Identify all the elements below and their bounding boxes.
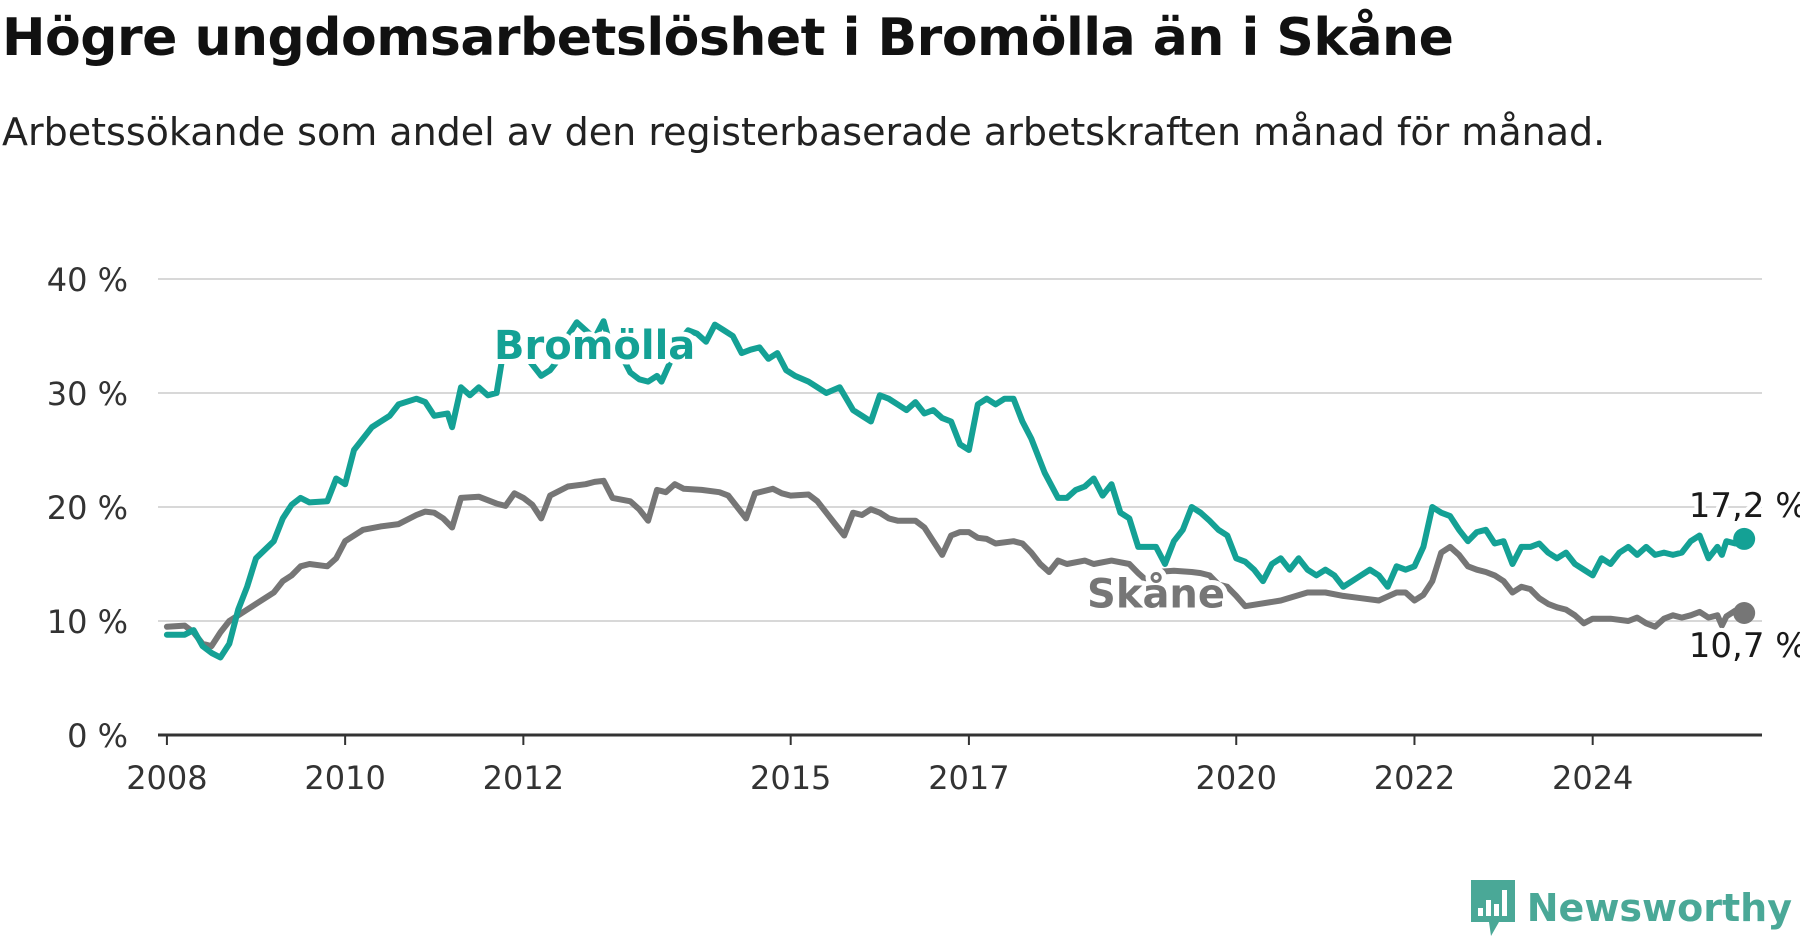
x-tick-label: 2022 bbox=[1374, 759, 1455, 797]
series-name-label: Skåne bbox=[1087, 570, 1225, 617]
series-end-point bbox=[1733, 527, 1756, 550]
x-tick-label: 2024 bbox=[1552, 759, 1633, 797]
series-end-point bbox=[1733, 602, 1756, 625]
end-value-label: 10,7 % bbox=[1689, 626, 1800, 666]
x-tick-label: 2010 bbox=[304, 759, 385, 797]
chart-subtitle: Arbetssökande som andel av den registerb… bbox=[2, 110, 1606, 154]
x-tick-label: 2015 bbox=[750, 759, 831, 797]
y-tick-label: 0 % bbox=[67, 717, 128, 755]
brand-name: Newsworthy bbox=[1526, 886, 1792, 930]
x-tick-label: 2012 bbox=[483, 759, 564, 797]
end-value-halo: 17,2 % bbox=[1689, 486, 1800, 526]
end-value-label: 17,2 % bbox=[1689, 486, 1800, 526]
y-tick-label: 40 % bbox=[47, 261, 128, 299]
series-name-halo: Skåne bbox=[1087, 570, 1225, 617]
series-line-skane bbox=[163, 477, 1748, 650]
brand-logo[interactable]: Newsworthy bbox=[1469, 878, 1792, 938]
gridlines bbox=[158, 278, 1762, 622]
series-lines bbox=[163, 318, 1756, 661]
axes: 0 % 10 % 20 % 30 % 40 % 2008 2010 2012 2015 2017 2… bbox=[47, 261, 1762, 797]
x-tick-label: 2020 bbox=[1196, 759, 1277, 797]
y-tick-label: 10 % bbox=[47, 603, 128, 641]
series-line-bromolla bbox=[163, 318, 1748, 661]
newsworthy-logo-icon bbox=[1470, 880, 1515, 936]
chart-title: Högre ungdomsarbetslöshet i Bromölla än … bbox=[2, 8, 1454, 68]
end-value-halo: 10,7 % bbox=[1689, 626, 1800, 666]
series-name-halo: Bromölla bbox=[494, 323, 695, 369]
series-name-label: Bromölla bbox=[494, 323, 695, 369]
x-tick-label: 2008 bbox=[126, 759, 207, 797]
y-tick-label: 20 % bbox=[47, 489, 128, 527]
y-tick-label: 30 % bbox=[47, 375, 128, 413]
x-tick-label: 2017 bbox=[928, 759, 1009, 797]
